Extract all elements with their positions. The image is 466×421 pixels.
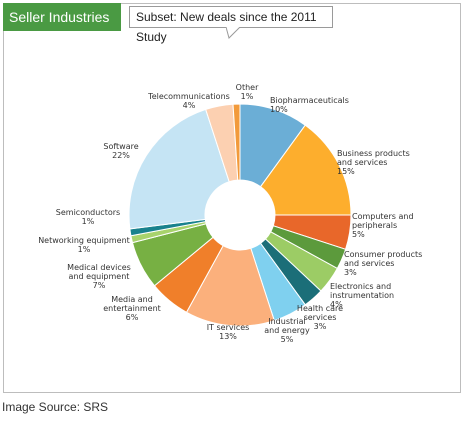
label-electronics-and-instrumentation: Electronics and instrumentation 4% [330,282,394,309]
label-medical-devices-and-equipment: Medical devices and equipment 7% [67,263,131,290]
label-media-and-entertainment: Media and entertainment 6% [103,295,161,322]
label-consumer-products-and-services: Consumer products and services 3% [344,250,422,277]
subtitle-callout-pointer [226,27,240,39]
slices-group [128,103,352,327]
chart-title: Seller Industries [3,3,121,31]
label-semiconductors: Semiconductors 1% [56,208,120,226]
label-software: Software 22% [103,142,138,160]
label-industrial-and-energy: Industrial and energy 5% [264,317,310,344]
label-it-services: IT services 13% [207,323,250,341]
labels-group: Biopharmaceuticals 10% Business products an… [38,83,422,344]
label-computers-and-peripherals: Computers and peripherals 5% [352,212,414,239]
label-networking-equipment: Networking equipment 1% [38,236,130,254]
label-biopharmaceuticals: Biopharmaceuticals 10% [270,96,349,114]
image-source: Image Source: SRS [2,400,109,414]
label-telecommunications: Telecommunications 4% [147,92,230,110]
chart-subtitle: Subset: New deals since the 2011 Study [129,6,333,44]
label-other: Other 1% [236,83,259,101]
label-health-care-services: Health care services 3% [297,304,343,331]
donut-hole [205,180,275,250]
label-business-products-and-services: Business products and services 15% [337,149,410,176]
